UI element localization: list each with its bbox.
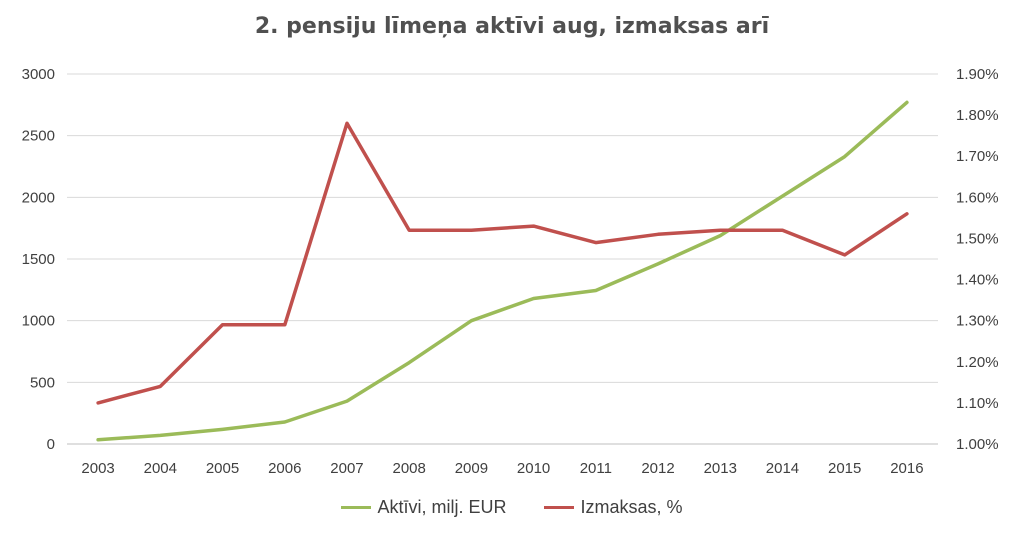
y-right-tick-label: 1.60% (956, 189, 999, 206)
x-tick-label: 2008 (392, 460, 425, 477)
y-right-tick-label: 1.90% (956, 66, 999, 83)
x-tick-label: 2016 (890, 460, 923, 477)
x-tick-label: 2011 (580, 460, 612, 477)
y-left-tick-label: 0 (47, 436, 55, 453)
x-tick-label: 2004 (144, 460, 177, 477)
legend-swatch-costs (544, 506, 575, 509)
y-right-tick-label: 1.10% (956, 395, 999, 412)
legend: Aktīvi, milj. EUR Izmaksas, % (0, 497, 1024, 518)
x-tick-label: 2005 (206, 460, 239, 477)
legend-label-costs: Izmaksas, % (580, 497, 683, 517)
x-tick-label: 2006 (268, 460, 301, 477)
x-tick-label: 2010 (517, 460, 550, 477)
x-tick-label: 2012 (641, 460, 674, 477)
x-tick-label: 2015 (828, 460, 861, 477)
legend-label-assets: Aktīvi, milj. EUR (377, 497, 507, 517)
x-tick-label: 2013 (704, 460, 737, 477)
y-left-tick-label: 2000 (22, 189, 55, 206)
y-right-tick-label: 1.80% (956, 107, 999, 124)
y-left-tick-label: 1500 (22, 251, 55, 268)
series-line-costs (96, 121, 909, 405)
y-left-tick-label: 2500 (22, 128, 55, 145)
y-right-tick-label: 1.70% (956, 148, 999, 165)
gridlines (67, 73, 938, 383)
y-right-tick-label: 1.20% (956, 354, 999, 371)
x-tick-label: 2007 (330, 460, 363, 477)
series-lines (96, 100, 909, 442)
y-left-tick-label: 1000 (22, 313, 55, 330)
x-tick-label: 2003 (81, 460, 114, 477)
legend-item-assets: Aktīvi, milj. EUR (341, 497, 506, 518)
y-right-tick-label: 1.00% (956, 436, 999, 453)
legend-item-costs: Izmaksas, % (544, 497, 683, 518)
x-tick-label: 2009 (455, 460, 488, 477)
series-line-assets (96, 100, 909, 442)
y-left-tick-label: 500 (30, 374, 55, 391)
y-left-tick-label: 3000 (22, 66, 55, 83)
axes: 0 500 1000 1500 2000 2500 3000 1.00% 1.10% 1.20% 1… (22, 66, 999, 477)
y-right-tick-label: 1.40% (956, 272, 999, 289)
chart-title: 2. pensiju līmeņa aktīvi aug, izmaksas a… (254, 14, 770, 39)
y-right-tick-label: 1.30% (956, 313, 999, 330)
legend-swatch-assets (341, 506, 372, 509)
x-tick-label: 2014 (766, 460, 799, 477)
y-right-tick-label: 1.50% (956, 230, 999, 247)
